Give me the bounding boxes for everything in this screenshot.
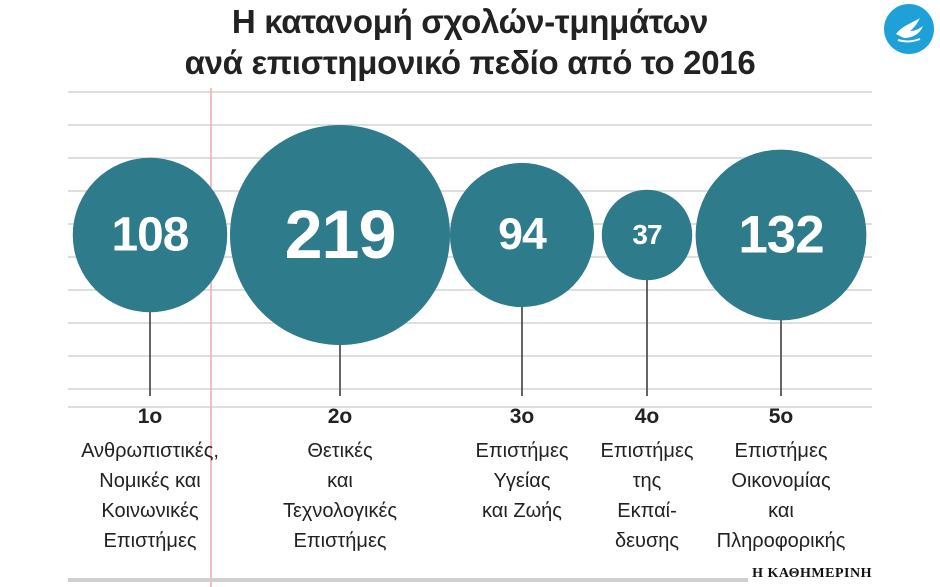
category-label-line: της <box>632 470 662 492</box>
category-label: Θετικές και Τεχνολογικές Επιστήμες <box>240 436 440 556</box>
category-label-line: δευσης <box>614 530 680 552</box>
category-label-line: Εκπαί- <box>617 500 677 522</box>
category-label-line: Οικονομίας <box>731 470 831 492</box>
chart-title-line-1: Η κατανομή σχολών-τμημάτων <box>231 3 709 40</box>
bubble <box>449 162 595 308</box>
category-rank: 2ο <box>327 405 353 428</box>
category-label-line: Υγείας <box>493 470 551 492</box>
category-rank: 1ο <box>137 405 163 428</box>
bubble-value-label: 108 <box>111 208 190 262</box>
category-label-line: Επιστήμες <box>734 440 828 462</box>
category-label-line: Επιστήμες <box>475 440 569 462</box>
bubble-value-label: 94 <box>498 210 547 259</box>
category-label-line: Επιστήμες <box>293 530 387 552</box>
chart-title-line-2: ανά επιστημονικό πεδίο από το 2016 <box>184 44 756 81</box>
category-label-line: Νομικές και <box>99 470 201 492</box>
category-label-line: και Ζωής <box>482 500 562 522</box>
publisher-logo <box>884 4 934 54</box>
category-label: Επιστήμες της Εκπαί-δευσης <box>547 436 747 556</box>
category-rank: 3ο <box>509 405 535 428</box>
category-label-line: Ανθρωπιστικές, <box>81 440 219 462</box>
category-label-line: Κοινωνικές <box>101 500 199 522</box>
category-label: Επιστήμες Υγείας και Ζωής <box>422 436 622 526</box>
bubble <box>72 157 228 313</box>
category-label-line: και <box>327 470 353 492</box>
category-label-line: Επιστήμες <box>103 530 197 552</box>
bubble-value-label: 132 <box>738 205 824 265</box>
category-label-line: και <box>768 500 794 522</box>
bubble <box>695 149 867 321</box>
category-rank: 5ο <box>768 405 794 428</box>
bubble-value-label: 37 <box>632 219 662 250</box>
bubble <box>230 125 450 345</box>
footer-bar <box>68 578 748 582</box>
category-label-line: Πληροφορικής <box>716 530 846 552</box>
category-label-line: Επιστήμες <box>600 440 694 462</box>
category-label-line: Θετικές <box>307 440 373 462</box>
dove-icon <box>896 18 923 43</box>
category-label: Ανθρωπιστικές, Νομικές και Κοινωνικές Επιστ… <box>50 436 250 556</box>
bubble-value-label: 219 <box>284 197 397 273</box>
source-credit: Η ΚΑΘΗΜΕΡΙΝΗ <box>752 566 872 581</box>
category-label-line: Τεχνολογικές <box>283 500 397 522</box>
category-label: Επιστήμες Οικονομίας και Πληροφορικής <box>681 436 881 556</box>
bubble <box>601 189 693 281</box>
category-rank: 4ο <box>634 405 660 428</box>
